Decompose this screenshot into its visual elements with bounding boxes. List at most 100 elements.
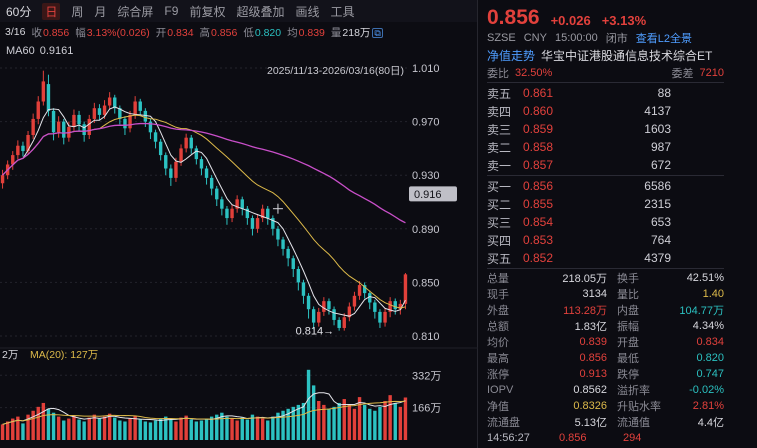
candle [240, 199, 244, 209]
stat-row: 总额 1.83亿 振幅 4.34% [487, 319, 724, 333]
volume-bar [306, 369, 311, 440]
stat-row: 均价 0.839 开盘 0.834 [487, 335, 724, 349]
menu-tools[interactable]: 工具 [330, 4, 355, 19]
ask-row[interactable]: 卖五 0.861 88 [487, 86, 671, 101]
candle [250, 218, 255, 229]
candle [301, 282, 306, 296]
volume-bar [148, 422, 153, 440]
ask-row[interactable]: 卖四 0.860 4137 [487, 104, 671, 119]
order-book: 卖五 0.861 88 卖四 0.860 4137 卖三 0.859 1603 卖二 0.858 98… [487, 84, 749, 267]
bid-row[interactable]: 买四 0.853 764 [487, 233, 671, 248]
candle [82, 124, 86, 135]
candle [199, 159, 204, 169]
candle [220, 199, 224, 209]
tab-day[interactable]: 日 [42, 2, 61, 20]
nav-trend-link[interactable]: 净值走势 [487, 48, 536, 63]
volume-bar [5, 421, 10, 440]
candle [281, 239, 285, 249]
volume-bar [133, 415, 137, 440]
currency-label: CNY [523, 31, 547, 44]
volume-bar [337, 402, 341, 440]
bid-row[interactable]: 买五 0.852 4379 [487, 251, 671, 266]
vol-ma-20 [2, 400, 406, 425]
stats-grid: 总量 218.05万 换手 42.51% 现手 3134 量比 1.40 外盘 113.28万 内盘… [487, 270, 749, 430]
menu-forward-adjust[interactable]: 前复权 [189, 4, 226, 19]
bid-row[interactable]: 买二 0.855 2315 [487, 197, 671, 212]
tab-month[interactable]: 月 [94, 4, 107, 19]
period-selector[interactable]: 60分 [6, 4, 32, 19]
ma-indicator-row: MA60 0.9161 [0, 42, 477, 60]
stat-row: IOPV 0.8562 溢折率 -0.02% [487, 383, 724, 397]
volume-bar [169, 419, 173, 440]
volume-bar [260, 418, 265, 440]
bid-row[interactable]: 买三 0.854 653 [487, 215, 671, 230]
bid-row[interactable]: 买一 0.856 6586 [487, 179, 671, 194]
volume-bar [368, 408, 372, 440]
candle [357, 285, 362, 296]
volume-bar [311, 385, 316, 440]
quote-time: 15:00:00 [554, 31, 598, 44]
candle [388, 301, 392, 312]
candle [21, 145, 25, 152]
volume-bar [357, 397, 362, 440]
candle [169, 168, 173, 178]
y-axis-tick: 0.850 [412, 277, 440, 289]
ask-row[interactable]: 卖一 0.857 672 [487, 158, 671, 173]
candle [46, 84, 51, 111]
volume-bar [179, 417, 183, 440]
detail-badge-icon[interactable]: ⧉ [372, 27, 383, 38]
volume-bar [296, 404, 301, 440]
stat-row: 总量 218.05万 换手 42.51% [487, 271, 724, 285]
candle [153, 132, 158, 142]
ma-line-MA20 [2, 114, 406, 309]
divider [487, 82, 724, 84]
l2-panorama-link[interactable]: 查看L2全景 [635, 32, 693, 45]
candle [362, 285, 367, 294]
price-volume-chart[interactable]: 1.010 0.970 0.930 0.890 0.850 0.810 2025/11/13… [0, 60, 478, 448]
candle [133, 101, 137, 115]
ask-row[interactable]: 卖二 0.858 987 [487, 140, 671, 155]
candle [113, 97, 117, 109]
weicha-label: 委差 [671, 67, 694, 80]
volume-bar [97, 418, 102, 440]
volume-bar [184, 415, 188, 440]
menu-draw-line[interactable]: 画线 [295, 4, 320, 19]
volume-bar [342, 399, 346, 440]
candle [138, 101, 142, 111]
volume-bar [174, 421, 178, 440]
candle [398, 303, 403, 310]
vol-axis-tick: 332万 [412, 370, 441, 382]
menu-composite-screen[interactable]: 综合屏 [117, 4, 154, 19]
candle [286, 248, 290, 259]
quote-panel: 0.856 +0.026 +3.13% SZSE CNY 15:00:00 闭市… [478, 0, 757, 448]
menu-f9[interactable]: F9 [164, 4, 179, 18]
volume-bar [11, 418, 15, 440]
candle [352, 295, 357, 307]
candle [128, 114, 132, 129]
volume-bar [164, 416, 168, 440]
candle [31, 118, 35, 135]
tab-week[interactable]: 周 [71, 4, 84, 19]
close-field: 收0.856 [31, 26, 70, 39]
ask-row[interactable]: 卖三 0.859 1603 [487, 122, 671, 137]
candle [230, 208, 234, 219]
volume-bar [327, 408, 331, 440]
volume-bar [0, 424, 5, 440]
open-field: 开0.834 [155, 26, 194, 39]
last-price: 0.856 [487, 6, 540, 30]
volume-bar [123, 421, 127, 440]
volume-bar [286, 408, 290, 440]
vol-label-prefix: 2万 [2, 349, 18, 361]
volume-bar [266, 420, 270, 440]
volume-bar [194, 421, 199, 440]
candle [311, 309, 316, 323]
candle [368, 293, 372, 303]
candle [245, 208, 250, 219]
menu-super-overlay[interactable]: 超级叠加 [236, 4, 285, 19]
candle [123, 118, 127, 129]
bar-date: 3/16 [5, 26, 26, 38]
volume-bar [393, 402, 397, 440]
y-axis-tick: 0.970 [412, 117, 440, 129]
candle [373, 302, 377, 312]
candle [204, 168, 209, 178]
